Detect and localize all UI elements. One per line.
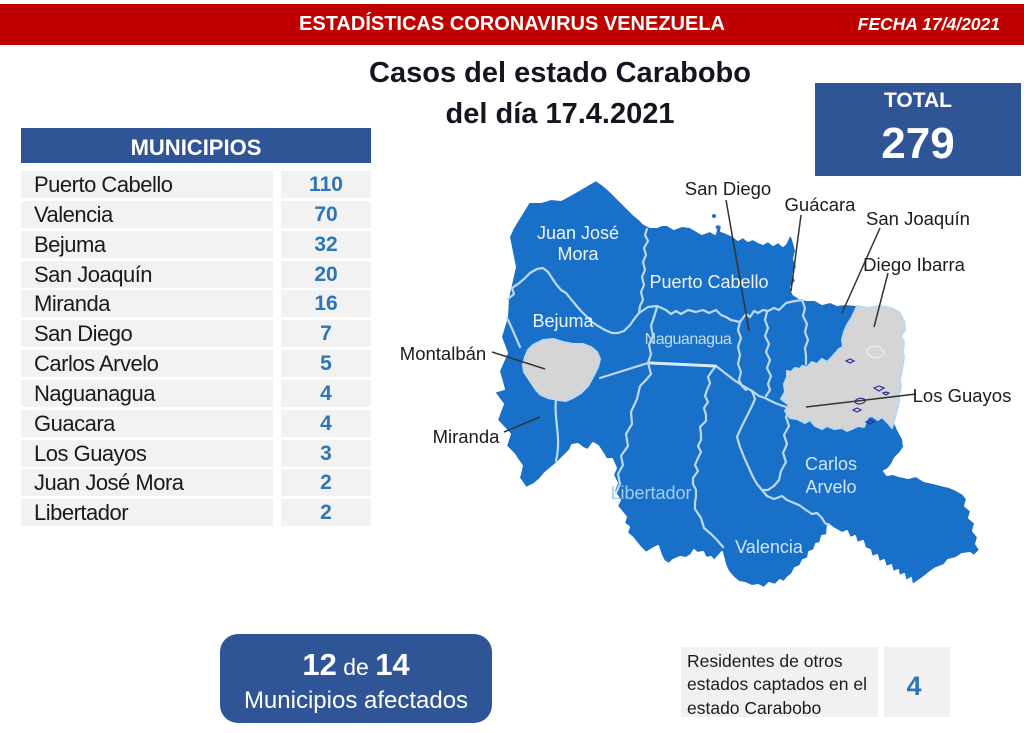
- svg-text:Los Guayos: Los Guayos: [913, 385, 1012, 406]
- svg-text:Carlos: Carlos: [805, 454, 857, 474]
- svg-text:Arvelo: Arvelo: [805, 477, 856, 497]
- svg-text:Valencia: Valencia: [735, 537, 804, 557]
- svg-text:Miranda: Miranda: [433, 426, 501, 447]
- svg-text:Bejuma: Bejuma: [532, 311, 594, 331]
- svg-text:Guácara: Guácara: [785, 194, 857, 215]
- svg-text:Montalbán: Montalbán: [400, 343, 486, 364]
- svg-text:Juan José: Juan José: [537, 223, 619, 243]
- svg-text:San Diego: San Diego: [685, 178, 771, 199]
- svg-text:Libertador: Libertador: [610, 483, 691, 503]
- svg-text:Mora: Mora: [557, 244, 599, 264]
- svg-text:Diego Ibarra: Diego Ibarra: [863, 254, 966, 275]
- svg-text:San Joaquín: San Joaquín: [866, 208, 970, 229]
- svg-text:Puerto Cabello: Puerto Cabello: [649, 272, 768, 292]
- svg-text:Naguanagua: Naguanagua: [645, 331, 732, 348]
